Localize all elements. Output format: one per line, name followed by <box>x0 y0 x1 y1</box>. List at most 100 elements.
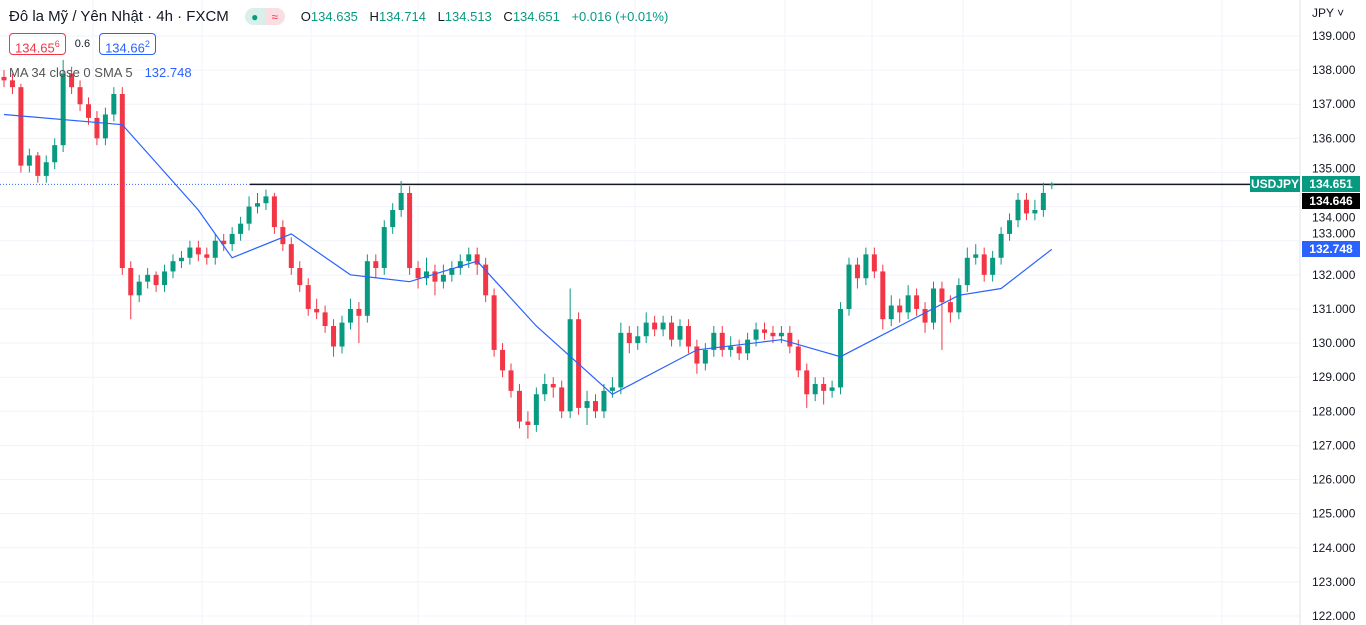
candle-up <box>778 332 784 337</box>
candle-down <box>483 264 489 296</box>
candle-up <box>457 261 463 269</box>
y-tick-label: 134.000 <box>1312 211 1356 225</box>
candles <box>1 59 1055 439</box>
candle-up <box>601 390 607 412</box>
market-open-dot-icon: ● <box>244 8 265 25</box>
candle-up <box>1032 210 1038 214</box>
candle-up <box>1040 192 1046 211</box>
candle-down <box>947 302 953 313</box>
candle-up <box>905 295 911 313</box>
ma-series-line <box>3 113 1053 396</box>
candle-up <box>102 114 108 139</box>
symbol-status-icon: ≈ <box>264 8 285 25</box>
candle-down <box>153 274 159 286</box>
low-value: 134.513 <box>444 9 492 24</box>
ma-price-label: 132.748 <box>1302 241 1360 257</box>
candle-down <box>914 295 920 309</box>
candle-up <box>728 346 734 350</box>
candle-down <box>322 312 328 327</box>
candle-up <box>609 387 615 391</box>
ohlc-values: O134.635 H134.714 L134.513 C134.651 +0.0… <box>301 9 677 24</box>
candle-up <box>745 339 751 354</box>
close-label: C <box>503 9 513 24</box>
candle-down <box>356 308 362 316</box>
candle-down <box>821 384 827 391</box>
candle-up <box>584 401 590 408</box>
candle-down <box>508 370 514 391</box>
indicator-name: MA 34 close 0 SMA 5 <box>9 65 133 80</box>
candle-up <box>43 162 49 176</box>
y-tick-label: 128.000 <box>1312 404 1356 418</box>
candle-down <box>18 87 24 166</box>
candle-up <box>711 332 717 350</box>
candle-down <box>854 264 860 279</box>
y-tick-label: 137.000 <box>1312 97 1356 111</box>
candle-up <box>347 308 353 323</box>
candle-up <box>931 288 936 323</box>
open-value: 134.635 <box>310 9 358 24</box>
candle-down <box>787 332 793 347</box>
candle-down <box>491 295 497 350</box>
sell-button[interactable]: 134.656 <box>9 33 66 55</box>
candle-up <box>863 254 869 279</box>
candle-down <box>204 254 210 258</box>
candle-up <box>263 196 269 204</box>
candle-down <box>331 326 337 347</box>
candle-down <box>314 308 320 313</box>
y-tick-label: 136.000 <box>1312 131 1356 145</box>
candle-down <box>736 346 742 354</box>
price-axis[interactable]: 139.000 138.000 137.000 136.000 135.000 134.0… <box>1299 0 1356 625</box>
symbol-title[interactable]: Đô la Mỹ / Yên Nhật · 4h · FXCM <box>9 8 229 25</box>
currency-selector[interactable]: JPY ˅ <box>1312 6 1345 20</box>
candle-down <box>626 332 632 344</box>
candle-down <box>1023 199 1029 214</box>
y-tick-label: 132.000 <box>1312 268 1356 282</box>
candle-up <box>567 319 573 412</box>
spread-value: 0.6 <box>74 38 91 50</box>
y-tick-label: 138.000 <box>1312 63 1356 77</box>
candle-up <box>753 329 759 340</box>
candle-up <box>956 285 962 313</box>
candle-up <box>398 192 404 211</box>
candle-down <box>407 192 413 269</box>
candle-down <box>550 384 556 388</box>
candle-down <box>474 254 480 265</box>
candle-up <box>533 394 539 425</box>
candle-up <box>52 145 58 163</box>
y-tick-label: 127.000 <box>1312 438 1356 452</box>
candle-down <box>939 288 945 303</box>
high-label: H <box>369 9 379 24</box>
low-label: L <box>437 9 445 24</box>
ma-line <box>3 113 1053 396</box>
candle-down <box>77 87 83 105</box>
open-label: O <box>300 9 311 24</box>
indicator-legend[interactable]: MA 34 close 0 SMA 5 132.748 <box>9 65 192 80</box>
y-tick-label: 123.000 <box>1312 575 1356 589</box>
buy-button[interactable]: 134.662 <box>99 33 156 55</box>
candle-down <box>373 261 379 269</box>
candle-down <box>297 268 303 286</box>
candle-up <box>542 384 548 395</box>
market-status[interactable]: ● ≈ <box>244 8 285 25</box>
candle-down <box>525 421 531 425</box>
candle-up <box>660 322 666 330</box>
candle-up <box>339 322 345 347</box>
candle-up <box>255 203 260 207</box>
chart-grid <box>0 0 1300 625</box>
high-value: 134.714 <box>378 9 426 24</box>
candle-up <box>187 247 193 258</box>
symbol-price-label: USDJPY <box>1250 176 1300 192</box>
candle-up <box>364 261 370 316</box>
indicator-value: 132.748 <box>144 65 192 80</box>
candle-up <box>440 274 446 282</box>
candle-up <box>246 206 252 224</box>
candle-up <box>964 257 970 286</box>
candle-down <box>762 329 767 333</box>
candle-down <box>685 326 691 347</box>
candle-down <box>415 268 421 279</box>
candle-down <box>559 387 565 412</box>
candle-up <box>846 264 852 309</box>
candle-up <box>390 210 396 228</box>
candle-up <box>643 322 649 337</box>
